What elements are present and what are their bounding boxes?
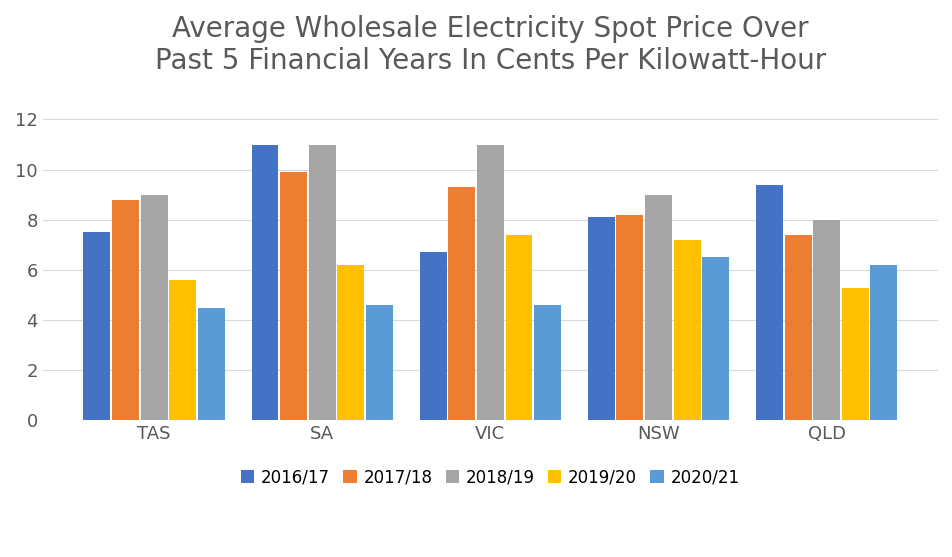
Legend: 2016/17, 2017/18, 2018/19, 2019/20, 2020/21: 2016/17, 2017/18, 2018/19, 2019/20, 2020… (234, 461, 745, 493)
Bar (783, 235, 811, 421)
Bar (308, 145, 335, 421)
Bar (645, 195, 671, 421)
Bar (505, 235, 532, 421)
Bar (476, 145, 504, 421)
Bar (337, 265, 364, 421)
Bar (419, 252, 446, 421)
Bar (869, 265, 897, 421)
Bar (673, 240, 700, 421)
Bar (533, 305, 561, 421)
Bar (755, 185, 783, 421)
Bar (280, 172, 307, 421)
Bar (616, 215, 643, 421)
Bar (84, 232, 110, 421)
Bar (447, 187, 475, 421)
Bar (251, 145, 278, 421)
Title: Average Wholesale Electricity Spot Price Over
Past 5 Financial Years In Cents Pe: Average Wholesale Electricity Spot Price… (154, 15, 825, 75)
Bar (198, 307, 225, 421)
Bar (366, 305, 392, 421)
Bar (141, 195, 168, 421)
Bar (169, 280, 196, 421)
Bar (812, 220, 840, 421)
Bar (112, 200, 139, 421)
Bar (841, 287, 868, 421)
Bar (702, 257, 728, 421)
Bar (587, 217, 614, 421)
